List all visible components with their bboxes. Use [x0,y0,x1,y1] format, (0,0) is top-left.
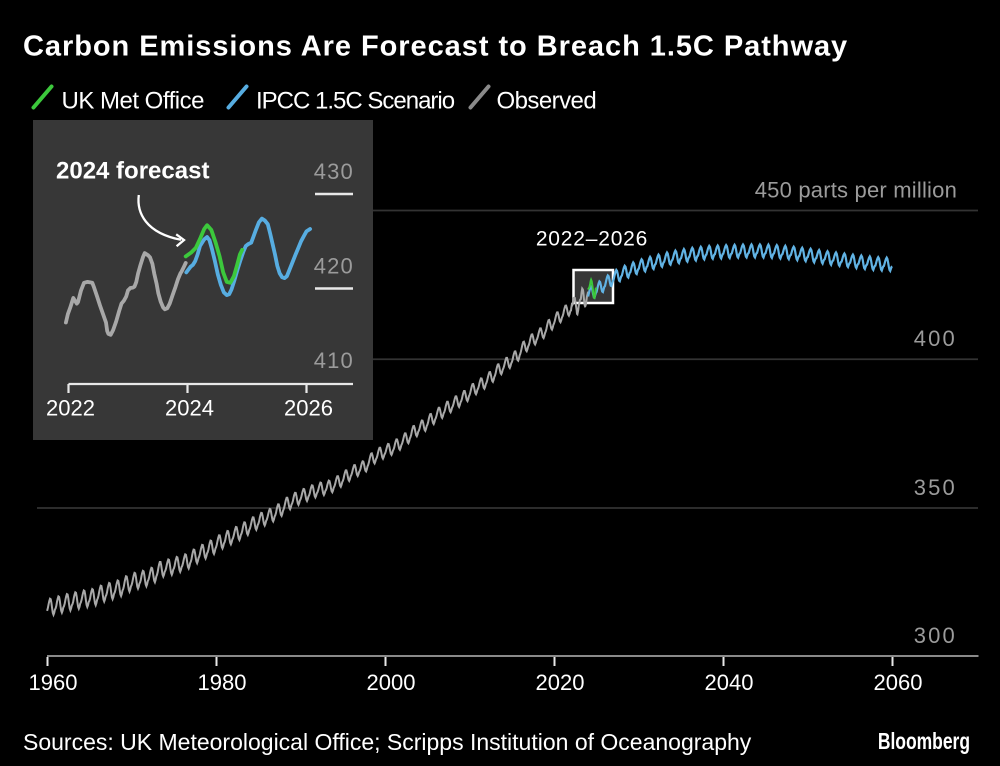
svg-text:2024: 2024 [165,396,214,421]
svg-text:2022–2026: 2022–2026 [536,228,648,251]
svg-text:430: 430 [314,159,354,184]
svg-text:2060: 2060 [874,670,923,695]
svg-text:420: 420 [314,254,354,279]
svg-text:350: 350 [914,475,957,500]
svg-text:UK Met Office: UK Met Office [62,88,205,115]
svg-text:Carbon Emissions Are Forecast: Carbon Emissions Are Forecast to Breach … [23,31,848,63]
svg-text:2040: 2040 [705,670,754,695]
svg-text:300: 300 [914,623,957,648]
svg-text:IPCC 1.5C Scenario: IPCC 1.5C Scenario [256,88,455,115]
svg-text:2026: 2026 [284,396,333,421]
svg-text:410: 410 [314,348,354,373]
svg-text:2022: 2022 [46,396,95,421]
svg-text:Bloomberg: Bloomberg [878,730,970,755]
svg-text:Observed: Observed [497,88,597,115]
svg-text:2024 forecast: 2024 forecast [56,158,209,185]
svg-text:2000: 2000 [367,670,416,695]
svg-text:400: 400 [914,326,957,351]
svg-text:450 parts per million: 450 parts per million [755,178,957,203]
svg-text:1980: 1980 [198,670,247,695]
svg-text:1960: 1960 [29,670,78,695]
svg-text:2020: 2020 [536,670,585,695]
svg-text:Sources: UK Meteorological Off: Sources: UK Meteorological Office; Scrip… [23,729,752,755]
